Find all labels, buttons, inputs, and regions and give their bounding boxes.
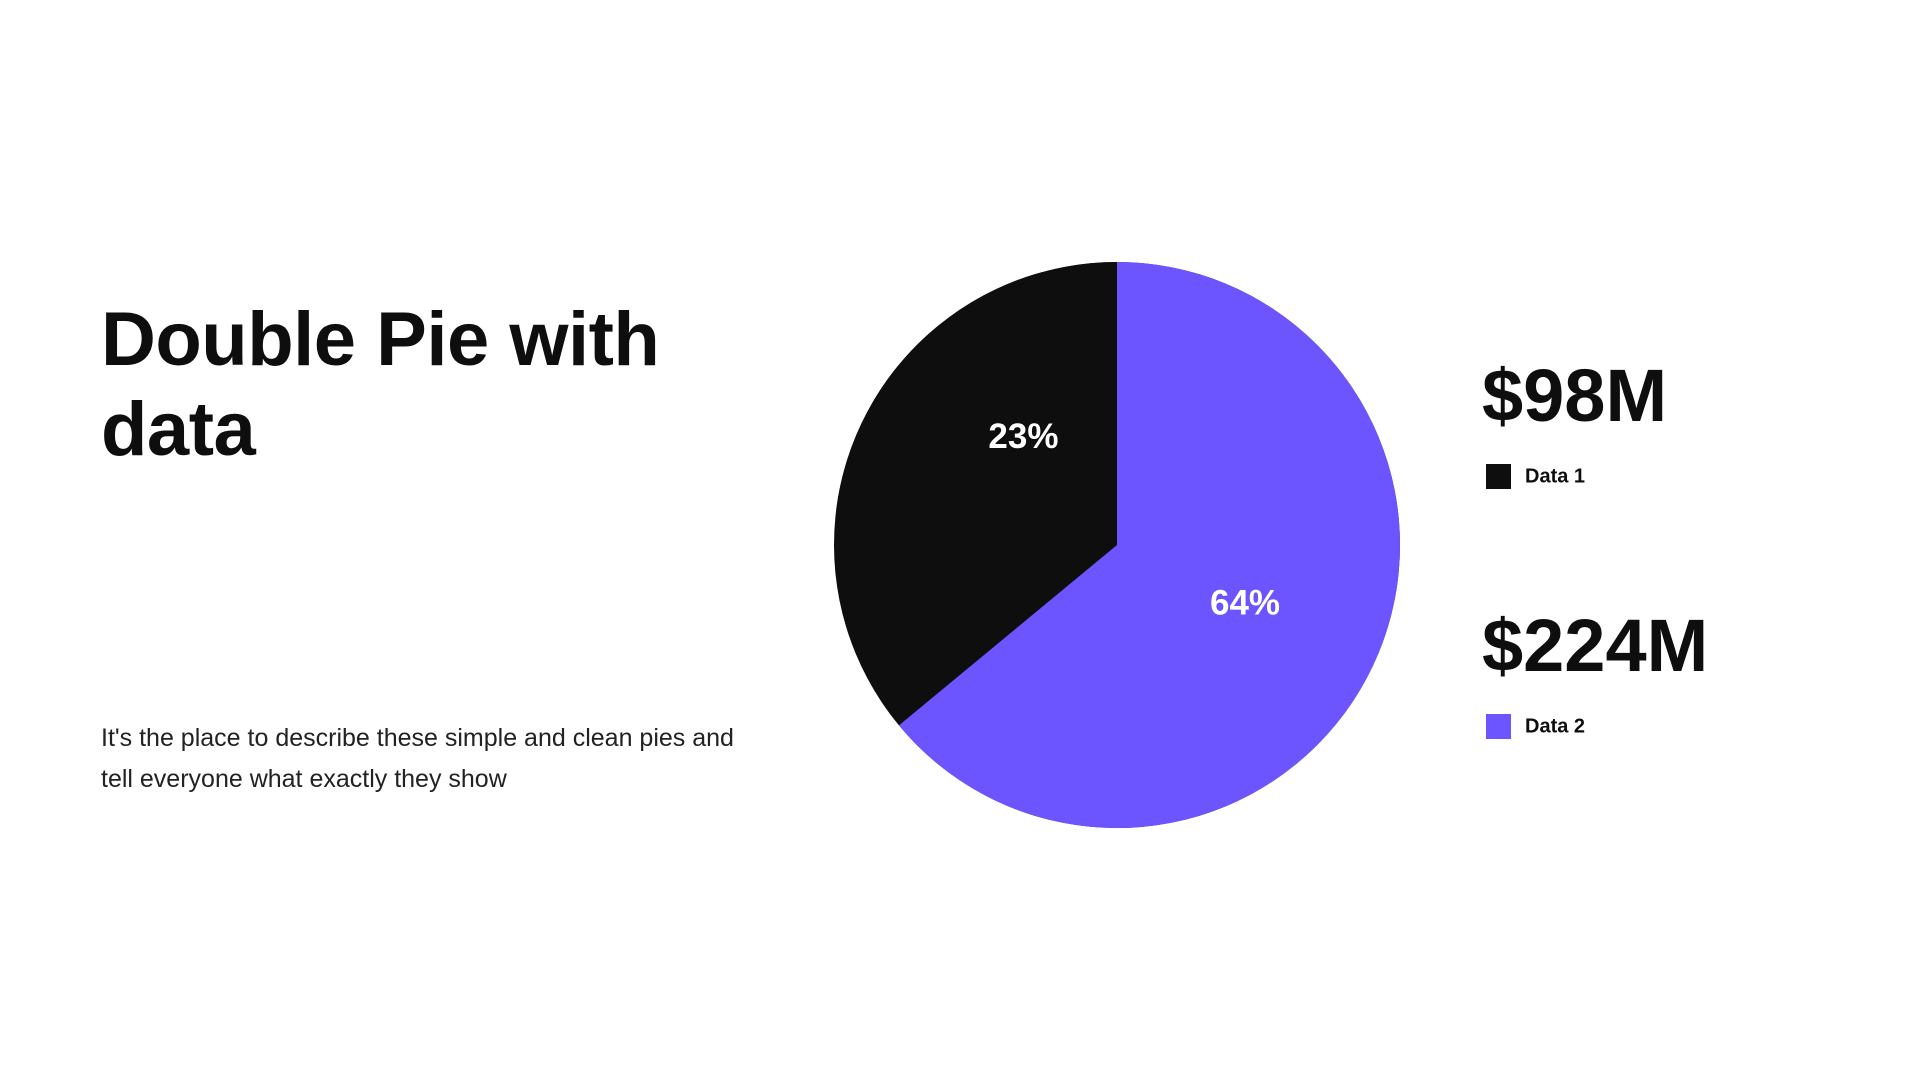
legend-swatch [1486,714,1511,739]
description: It's the place to describe these simple … [101,724,734,793]
legend-label: Data 1 [1525,465,1585,487]
data-label: 64% [1210,583,1280,622]
title: Double Pie with data [101,297,660,472]
pie-slice [836,262,1117,545]
legend-swatch [1486,464,1511,489]
legend-label: Data 2 [1525,715,1585,737]
amount: $98M [1482,354,1667,437]
data-label: 23% [988,417,1058,456]
pie-slice [898,262,1400,829]
amount: $224M [1482,604,1708,687]
